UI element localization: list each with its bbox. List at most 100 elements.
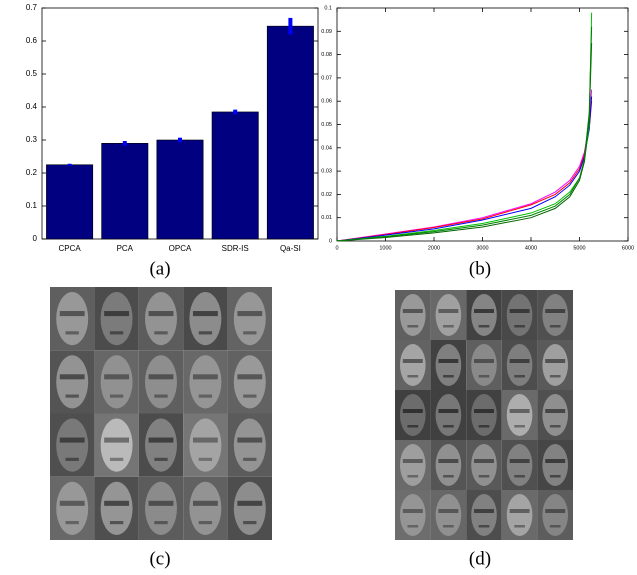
- eyes: [545, 409, 566, 413]
- bar: [46, 164, 94, 240]
- mouth: [514, 475, 525, 478]
- y-tick-label: 0.04: [321, 145, 332, 151]
- face: [506, 344, 533, 386]
- x-tick-label: 4000: [525, 245, 537, 251]
- mouth: [407, 425, 419, 428]
- mouth: [198, 331, 213, 335]
- caption: (c): [149, 548, 170, 569]
- eyes: [509, 459, 530, 463]
- eyes: [509, 309, 530, 313]
- eyes: [509, 509, 530, 513]
- eyes: [474, 459, 494, 463]
- x-tick-label: Qa-SI: [280, 244, 301, 253]
- mouth: [407, 475, 419, 478]
- y-tick-label: 0.3: [26, 135, 38, 144]
- face: [145, 418, 177, 472]
- face: [100, 418, 133, 472]
- mouth: [549, 325, 561, 328]
- caption: (b): [469, 258, 491, 279]
- eyes: [59, 500, 85, 506]
- face: [542, 394, 569, 436]
- eyes: [104, 500, 130, 506]
- x-tick-label: 3000: [476, 245, 488, 251]
- y-tick-label: 0.09: [321, 29, 332, 35]
- mouth: [549, 525, 561, 528]
- eyes: [104, 374, 130, 380]
- line-series: [336, 96, 593, 242]
- line-series: [336, 42, 593, 242]
- mouth: [65, 331, 79, 335]
- face: [435, 294, 462, 336]
- mouth: [443, 425, 454, 428]
- eyes: [59, 311, 85, 317]
- face: [506, 444, 533, 486]
- mouth: [478, 425, 490, 428]
- face: [100, 355, 133, 409]
- eyes: [545, 459, 566, 463]
- x-tick-label: 5000: [573, 245, 585, 251]
- mouth: [443, 325, 454, 328]
- axes-frame: [336, 7, 629, 242]
- bar: [101, 143, 149, 240]
- face: [233, 481, 266, 535]
- mouth: [478, 525, 490, 528]
- mouth: [154, 457, 168, 461]
- eyes: [237, 374, 263, 380]
- x-tick-label: 6000: [622, 245, 634, 251]
- mouth: [549, 425, 561, 428]
- y-tick-label: 0.1: [324, 5, 332, 11]
- face: [399, 344, 426, 386]
- eyes: [402, 309, 423, 313]
- mouth: [198, 394, 213, 398]
- bar: [156, 139, 204, 240]
- bar: [211, 111, 259, 240]
- face: [399, 494, 426, 536]
- eyes: [545, 309, 566, 313]
- y-tick-label: 0.05: [321, 122, 332, 128]
- y-tick-label: 0.07: [321, 75, 332, 81]
- line-series: [336, 26, 593, 242]
- mouth: [109, 394, 124, 398]
- face: [145, 355, 177, 409]
- y-tick-label: 0: [33, 234, 38, 243]
- face: [233, 292, 266, 346]
- eyes: [148, 437, 174, 443]
- mouth: [243, 521, 257, 525]
- face: [100, 481, 133, 535]
- face: [506, 394, 533, 436]
- y-tick-label: 0.4: [26, 102, 38, 111]
- eyes: [438, 459, 459, 463]
- mouth: [443, 375, 454, 378]
- face: [542, 294, 569, 336]
- x-tick-label: OPCA: [169, 244, 192, 253]
- mouth: [407, 525, 419, 528]
- eyes: [192, 374, 218, 380]
- mouth: [514, 425, 525, 428]
- mouth: [109, 457, 124, 461]
- face: [56, 355, 89, 409]
- mouth: [514, 375, 525, 378]
- y-tick-label: 0.5: [26, 69, 38, 78]
- face: [399, 444, 426, 486]
- y-tick-label: 0.06: [321, 99, 332, 105]
- face: [542, 344, 569, 386]
- face: [145, 292, 177, 346]
- eyes: [192, 437, 218, 443]
- eyes: [237, 500, 263, 506]
- face: [56, 481, 89, 535]
- eyes: [237, 437, 263, 443]
- y-tick-label: 0.2: [26, 168, 38, 177]
- eyes: [438, 359, 459, 363]
- eyes: [402, 359, 423, 363]
- face: [506, 494, 533, 536]
- face: [542, 444, 569, 486]
- eyes: [545, 509, 566, 513]
- face: [471, 394, 497, 436]
- face: [435, 444, 462, 486]
- face: [189, 355, 222, 409]
- face: [435, 344, 462, 386]
- x-tick-label: 0: [335, 245, 338, 251]
- mouth: [549, 375, 561, 378]
- line-series: [336, 89, 593, 242]
